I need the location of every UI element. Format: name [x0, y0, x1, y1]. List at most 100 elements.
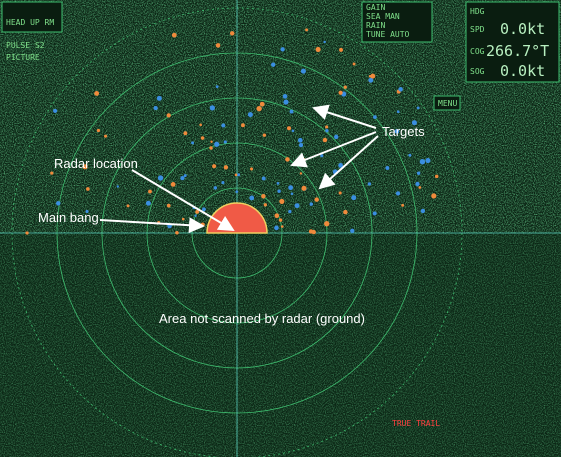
echo	[279, 198, 285, 204]
echo	[180, 175, 185, 181]
echo	[210, 140, 213, 143]
echo	[343, 85, 347, 89]
echo	[398, 87, 403, 92]
echo	[280, 47, 285, 52]
echo	[411, 120, 417, 126]
echo	[396, 110, 400, 114]
echo	[418, 186, 422, 189]
echo	[322, 137, 328, 143]
pulse-label: PULSE S2	[6, 41, 45, 50]
arrow	[99, 217, 205, 234]
echo	[183, 131, 188, 136]
echo	[283, 99, 289, 105]
echo	[308, 229, 314, 234]
echo	[431, 193, 437, 199]
echo	[221, 123, 226, 128]
echo	[314, 197, 319, 202]
echo	[82, 164, 88, 170]
echo	[372, 211, 377, 216]
echo	[85, 209, 89, 214]
echo	[309, 202, 314, 206]
echo	[170, 182, 176, 187]
echo	[166, 113, 171, 118]
echo	[25, 231, 29, 235]
echo	[202, 207, 206, 212]
echo	[156, 95, 162, 101]
spd-value: 0.0kt	[500, 20, 545, 38]
echo	[229, 31, 235, 36]
echo	[320, 154, 324, 158]
echo	[249, 195, 255, 201]
echo	[325, 128, 329, 133]
trail-label: TRUE TRAIL	[392, 419, 440, 428]
echo	[298, 142, 304, 148]
arrow	[131, 169, 235, 232]
echo	[194, 214, 197, 217]
echo	[416, 171, 421, 175]
echo	[276, 181, 280, 185]
echo	[153, 106, 158, 111]
annotation: Targets	[382, 124, 425, 139]
echo	[278, 218, 283, 222]
cog-label: COG	[470, 47, 485, 56]
annotation: Radar location	[54, 156, 138, 171]
sog-value: 0.0kt	[500, 62, 545, 80]
echo	[416, 106, 420, 110]
echo	[221, 181, 225, 185]
echo	[166, 203, 171, 208]
control: SEA MAN	[366, 12, 400, 21]
arrow	[290, 131, 377, 168]
echo	[215, 43, 221, 48]
echo	[297, 137, 303, 143]
echo	[50, 171, 54, 175]
echo	[291, 129, 295, 133]
echo	[401, 203, 405, 207]
echo	[285, 157, 290, 162]
echo	[56, 201, 61, 206]
arrow	[312, 104, 377, 129]
echo	[214, 141, 220, 147]
control: RAIN	[366, 21, 385, 30]
echo	[343, 209, 348, 215]
echo	[338, 90, 343, 95]
echo	[256, 105, 262, 112]
echo	[288, 209, 292, 214]
echo	[148, 189, 152, 194]
echo	[352, 62, 356, 66]
echo	[315, 46, 321, 52]
panel	[465, 1, 560, 83]
echo	[237, 173, 241, 177]
echo	[385, 165, 390, 170]
panel	[361, 1, 433, 43]
echo	[415, 181, 420, 187]
echo	[277, 189, 281, 193]
echo	[351, 195, 357, 201]
echo	[175, 230, 179, 235]
echo	[235, 190, 239, 194]
control: GAIN	[366, 3, 385, 12]
menu-button[interactable]	[433, 95, 461, 111]
echo	[53, 108, 58, 113]
echo	[323, 40, 326, 44]
echo	[290, 192, 294, 196]
echo	[104, 134, 108, 138]
echo	[86, 187, 90, 191]
panel	[1, 1, 63, 33]
echo	[289, 109, 294, 114]
echo	[263, 203, 267, 207]
echo	[215, 85, 219, 89]
echo	[299, 172, 303, 175]
echo	[373, 115, 377, 119]
echo	[419, 159, 426, 165]
echo	[280, 225, 284, 228]
echo	[262, 133, 267, 137]
echo	[191, 141, 195, 145]
echo	[213, 186, 218, 190]
hdg-label: HDG	[470, 7, 485, 16]
echo	[395, 191, 401, 196]
echo	[300, 68, 306, 74]
echo	[301, 185, 307, 191]
echo	[286, 126, 292, 131]
echo	[325, 125, 329, 129]
